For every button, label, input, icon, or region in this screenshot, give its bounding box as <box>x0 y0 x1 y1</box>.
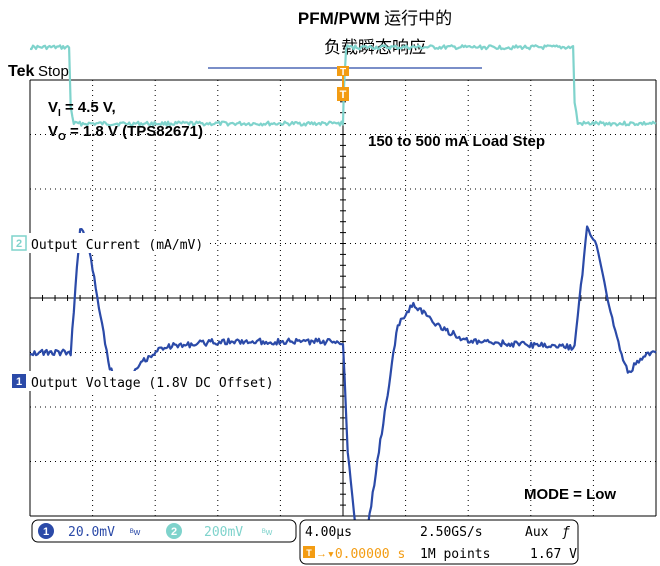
svg-text:2: 2 <box>16 238 22 250</box>
ch1-label-bg <box>28 371 250 391</box>
trigger-level: 1.67 V <box>530 547 577 562</box>
ch1-label: Output Voltage (1.8V DC Offset) <box>31 376 274 391</box>
trigger-slope: ƒ <box>562 525 570 540</box>
trigger-source: Aux <box>525 525 549 540</box>
title-line-1: PFM/PWM 运行中的 <box>298 9 452 28</box>
status-bar: 1 20.0mV ᴮw 2 200mV ᴮw 4.00µs 2.50GS/s A… <box>31 519 579 565</box>
ch2-bw: ᴮw <box>262 527 273 537</box>
trigger-level-letter: T <box>340 89 347 101</box>
annotation-vin: VI = 4.5 V, <box>48 99 116 119</box>
ch1-bw: ᴮw <box>130 527 141 537</box>
ch1-scale: 20.0mV <box>68 525 115 540</box>
title-rest: 运行中的 <box>384 9 452 28</box>
ch2-scale: 200mV <box>204 525 243 540</box>
record-length: 1M points <box>420 547 490 562</box>
annotation-mode: MODE = Low <box>524 486 616 503</box>
ch2-marker: 2 <box>11 235 27 251</box>
trigger-pos-badge <box>303 546 315 558</box>
ch1-badge <box>38 523 54 539</box>
trace-output-current <box>29 44 657 127</box>
trigger-position-letter: T <box>340 67 346 78</box>
title-bold: PFM/PWM <box>298 9 380 28</box>
state-label: Stop <box>38 63 69 80</box>
timebase: 4.00µs <box>305 525 352 540</box>
svg-text:→: → <box>316 548 327 560</box>
ch1-marker: 1 <box>12 374 26 388</box>
ch2-label-bg <box>28 233 210 253</box>
ch1-badge-num: 1 <box>43 526 49 538</box>
annotation-vout: VO = 1.8 V (TPS82671) <box>48 123 203 143</box>
sample-rate: 2.50GS/s <box>420 525 483 540</box>
trigger-position-marker: T T <box>337 66 349 101</box>
ch2-badge <box>166 523 182 539</box>
trigger-pos: ▾0.00000 s <box>327 547 405 562</box>
trace-output-voltage <box>29 225 657 552</box>
annotation-load-step: 150 to 500 mA Load Step <box>368 133 545 150</box>
svg-text:T: T <box>306 548 312 558</box>
svg-text:1: 1 <box>16 376 22 388</box>
brand-label: Tek <box>8 63 34 80</box>
ch2-badge-num: 2 <box>171 526 177 538</box>
graticule <box>29 79 657 517</box>
ch2-label: Output Current (mA/mV) <box>31 238 203 253</box>
